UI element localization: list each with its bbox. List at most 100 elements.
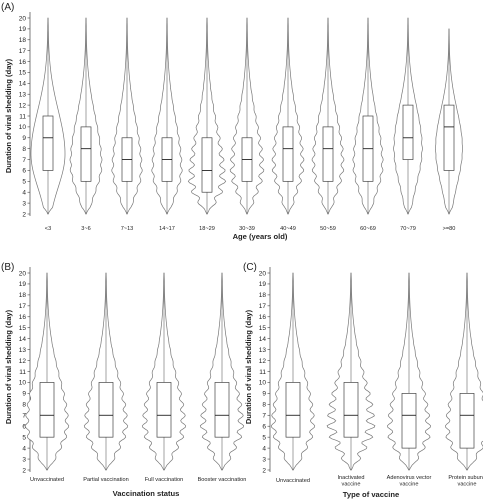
y-tick-label: 7 bbox=[22, 413, 26, 420]
y-tick-label: 8 bbox=[262, 402, 266, 409]
y-tick-label: 19 bbox=[19, 26, 27, 33]
y-tick-label: 12 bbox=[19, 358, 27, 365]
y-tick-label: 16 bbox=[19, 59, 27, 66]
x-category-label: Unvaccinated bbox=[276, 478, 310, 484]
iqr-box bbox=[39, 382, 55, 438]
iqr-box bbox=[402, 104, 414, 160]
y-tick-label: 19 bbox=[19, 281, 27, 288]
iqr-box bbox=[401, 393, 417, 449]
y-tick-label: 2 bbox=[22, 467, 26, 474]
y-tick-label: 8 bbox=[22, 146, 26, 153]
y-tick-label: 14 bbox=[19, 81, 27, 88]
y-tick-label: 10 bbox=[19, 124, 27, 131]
y-tick-label: 14 bbox=[19, 336, 27, 343]
x-category-label: 18~29 bbox=[199, 226, 215, 232]
x-category-label: Booster vaccination bbox=[198, 477, 247, 483]
x-category-label: Full vaccination bbox=[145, 477, 184, 483]
y-tick-label: 20 bbox=[259, 270, 267, 277]
x-category-label: Inactivated vaccine bbox=[337, 475, 364, 488]
y-tick-label: 9 bbox=[22, 135, 26, 142]
y-tick-label: 7 bbox=[262, 413, 266, 420]
y-tick-label: 2 bbox=[262, 467, 266, 474]
iqr-box bbox=[201, 137, 213, 193]
panel-a-ylabel: Duration of viral shedding (day) bbox=[4, 58, 13, 173]
iqr-box bbox=[459, 393, 475, 449]
x-category-label: 30~39 bbox=[239, 226, 255, 232]
x-category-label: >=80 bbox=[443, 226, 456, 232]
iqr-box bbox=[285, 382, 301, 438]
y-tick-label: 10 bbox=[19, 380, 27, 387]
panel-c: (C) Duration of viral shedding (day) Typ… bbox=[243, 262, 483, 499]
y-tick-label: 20 bbox=[19, 270, 27, 277]
x-category-label: <3 bbox=[45, 226, 51, 232]
y-tick-label: 11 bbox=[19, 113, 26, 120]
y-tick-label: 3 bbox=[22, 456, 26, 463]
iqr-box bbox=[42, 115, 54, 171]
iqr-box bbox=[443, 104, 455, 171]
panel-c-xlabel: Type of vaccine bbox=[343, 490, 399, 499]
y-tick-label: 6 bbox=[22, 424, 26, 431]
panel-a-plot: 2 3 4 5 6 7 8 9 10 11 12 13 14 15 16 17 18 19 20 <3 3~6 7~13 1… bbox=[19, 12, 463, 232]
iqr-box bbox=[98, 382, 114, 438]
y-tick-label: 15 bbox=[259, 325, 267, 332]
y-tick-label: 3 bbox=[22, 200, 26, 207]
y-tick-label: 4 bbox=[22, 445, 26, 452]
y-tick-label: 4 bbox=[262, 445, 266, 452]
y-tick-label: 15 bbox=[19, 70, 27, 77]
iqr-box bbox=[80, 126, 92, 182]
x-category-label: Protein subunit vaccine bbox=[448, 475, 483, 488]
y-tick-label: 17 bbox=[259, 303, 267, 310]
y-tick-label: 13 bbox=[259, 347, 267, 354]
y-tick-label: 14 bbox=[259, 336, 267, 343]
panel-b-label: (B) bbox=[1, 262, 14, 273]
y-tick-label: 5 bbox=[22, 434, 26, 441]
iqr-box bbox=[156, 382, 172, 438]
y-tick-label: 18 bbox=[259, 292, 267, 299]
x-category-label: 50~59 bbox=[320, 226, 336, 232]
y-tick-label: 6 bbox=[22, 168, 26, 175]
y-tick-label: 16 bbox=[259, 314, 267, 321]
y-tick-label: 9 bbox=[262, 391, 266, 398]
y-tick-label: 4 bbox=[22, 190, 26, 197]
x-category-label: Unvaccinated bbox=[30, 477, 64, 483]
y-tick-label: 11 bbox=[259, 369, 266, 376]
y-tick-label: 10 bbox=[259, 380, 267, 387]
x-category-label: Partial vaccination bbox=[83, 477, 128, 483]
y-tick-label: 20 bbox=[19, 15, 27, 22]
x-category-label: 14~17 bbox=[159, 226, 175, 232]
y-tick-label: 16 bbox=[19, 314, 27, 321]
y-tick-label: 18 bbox=[19, 37, 27, 44]
x-category-label: Adenovirus vector vaccine bbox=[387, 475, 432, 488]
y-tick-label: 8 bbox=[22, 402, 26, 409]
y-tick-label: 18 bbox=[19, 292, 27, 299]
panel-b: (B) Duration of viral shedding (day) Vac… bbox=[1, 262, 246, 498]
iqr-box bbox=[322, 126, 334, 182]
y-tick-label: 5 bbox=[262, 434, 266, 441]
y-tick-label: 15 bbox=[19, 325, 27, 332]
iqr-box bbox=[214, 382, 230, 438]
panel-b-plot: 2 3 4 5 6 7 8 9 10 11 12 13 14 15 16 17 18 19 20 Unvaccinat… bbox=[19, 267, 247, 483]
panel-b-xlabel: Vaccination status bbox=[113, 489, 180, 498]
y-tick-label: 7 bbox=[22, 157, 26, 164]
x-category-label: 40~49 bbox=[280, 226, 296, 232]
y-tick-label: 6 bbox=[262, 424, 266, 431]
panel-c-label: (C) bbox=[243, 262, 257, 273]
panel-c-plot: 2 3 4 5 6 7 8 9 10 11 12 13 14 15 16 17 18 19 20 Unvaccinat… bbox=[259, 267, 483, 488]
y-tick-label: 3 bbox=[262, 456, 266, 463]
y-tick-label: 2 bbox=[22, 211, 26, 218]
panel-b-ylabel: Duration of viral shedding (day) bbox=[4, 309, 13, 424]
y-tick-label: 19 bbox=[259, 281, 267, 288]
y-tick-label: 12 bbox=[259, 358, 267, 365]
y-tick-label: 13 bbox=[19, 347, 27, 354]
x-category-label: 7~13 bbox=[121, 226, 134, 232]
x-category-label: 3~6 bbox=[81, 226, 91, 232]
panel-a: (A) Duration of viral shedding (day) Age… bbox=[1, 2, 463, 241]
panel-a-label: (A) bbox=[1, 2, 14, 13]
y-tick-label: 17 bbox=[19, 48, 27, 55]
iqr-box bbox=[343, 382, 359, 438]
y-tick-label: 9 bbox=[22, 391, 26, 398]
y-tick-label: 11 bbox=[19, 369, 26, 376]
x-category-label: 60~69 bbox=[360, 226, 376, 232]
y-tick-label: 5 bbox=[22, 179, 26, 186]
